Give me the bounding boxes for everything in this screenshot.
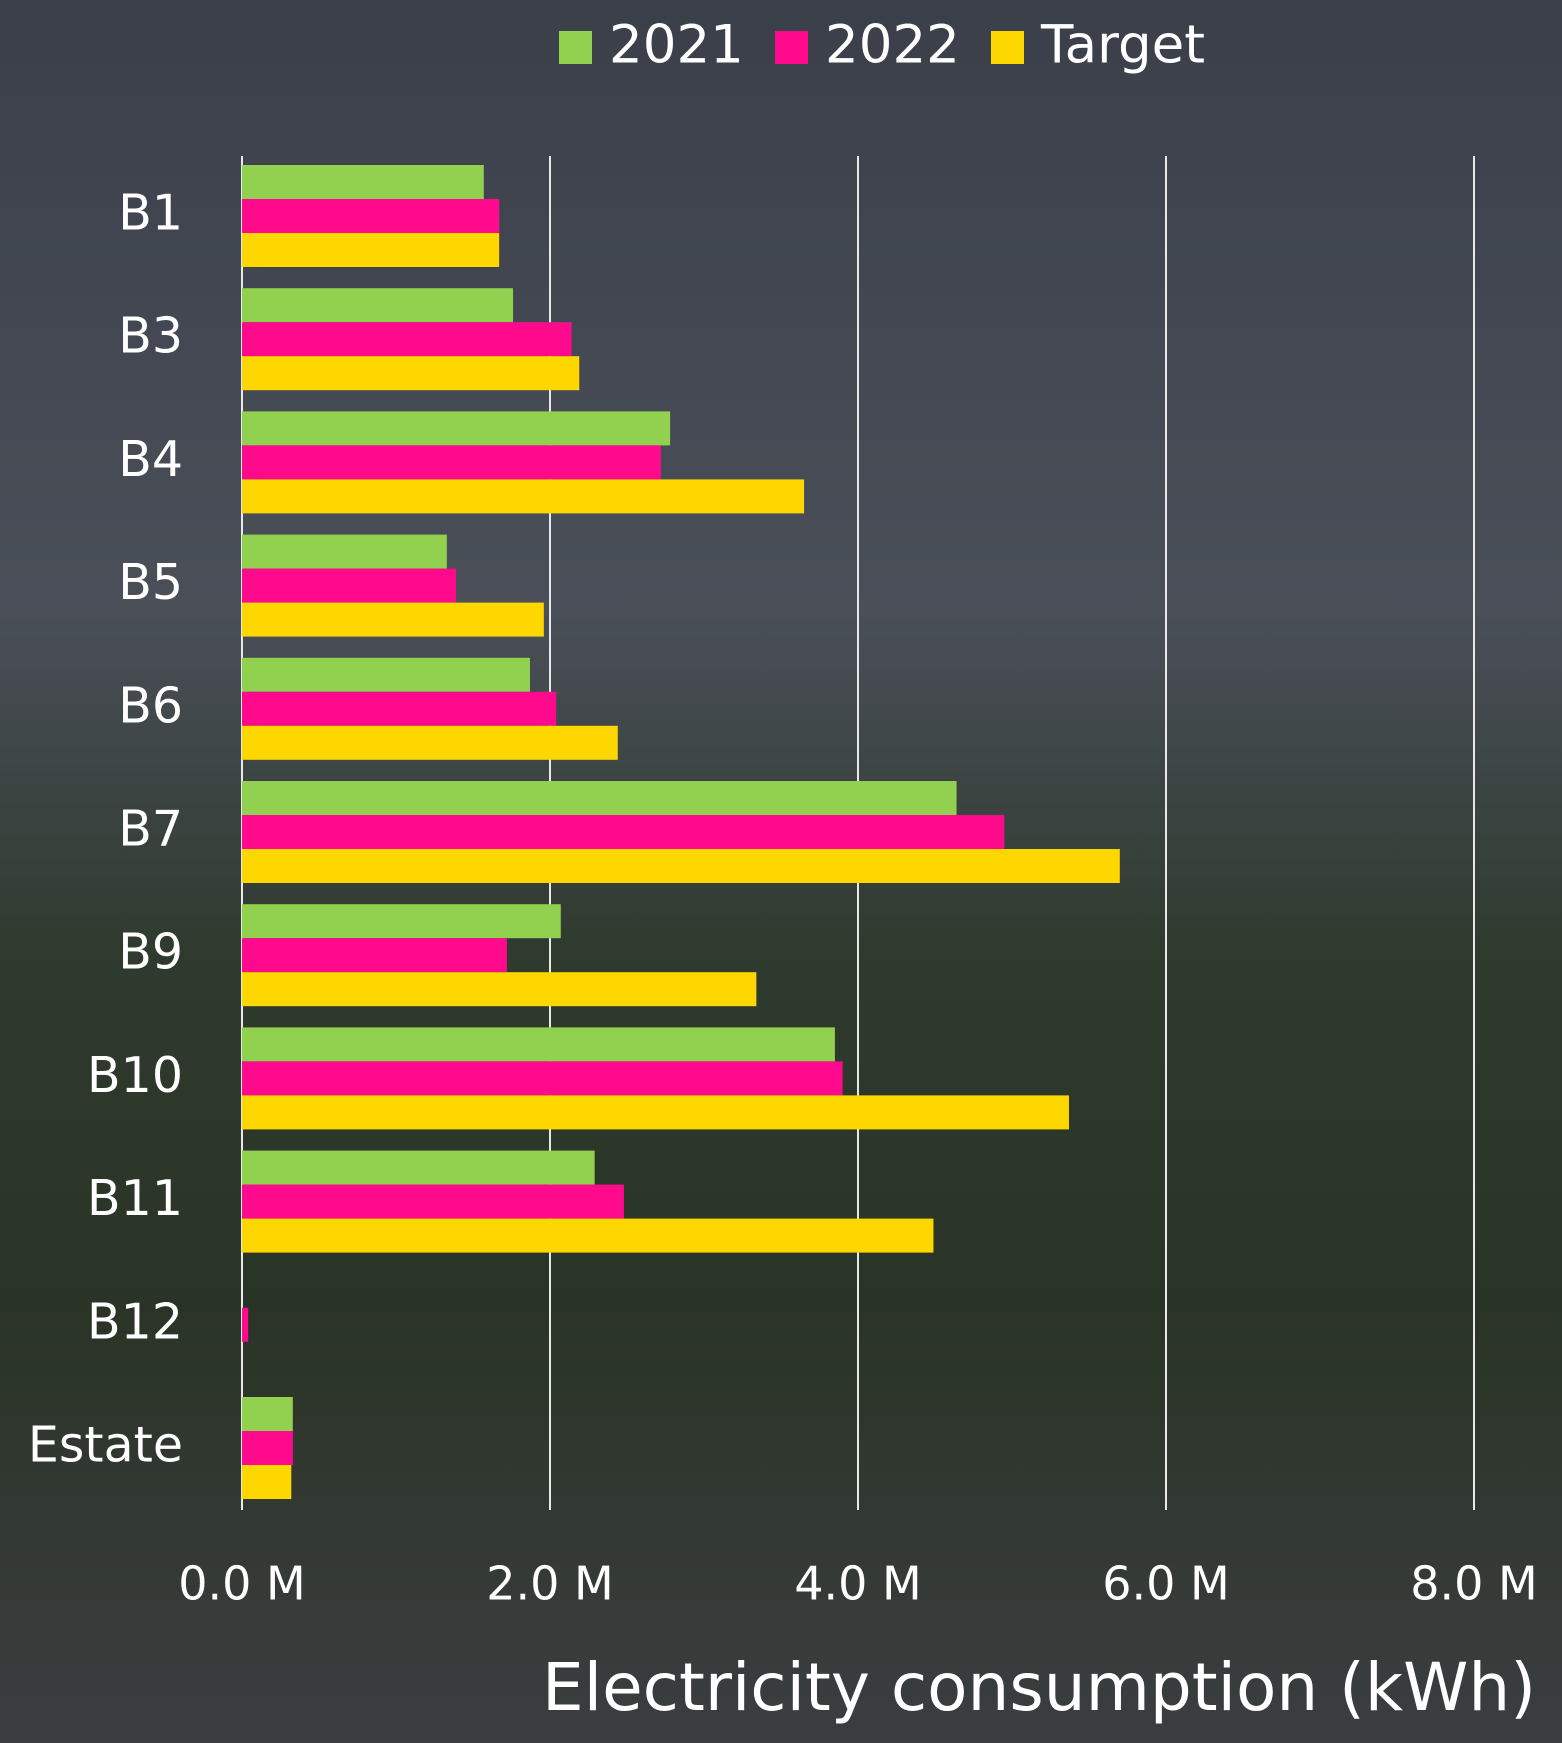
y-tick-label: B9: [118, 924, 183, 981]
y-tick-label: B10: [87, 1047, 183, 1104]
y-tick-label: Estate: [28, 1417, 183, 1474]
y-tick-label: B4: [118, 431, 183, 488]
bar: [242, 1218, 934, 1253]
bar: [242, 233, 500, 267]
legend-label: 2021: [609, 15, 744, 76]
bar: [242, 479, 805, 514]
x-tick-label: 0.0 M: [178, 1557, 305, 1611]
bar: [242, 1397, 293, 1431]
bar: [242, 691, 557, 726]
y-tick-label: B6: [118, 677, 183, 734]
legend-swatch: [991, 31, 1024, 64]
legend-swatch: [559, 31, 592, 64]
legend-label: 2022: [825, 15, 960, 76]
bar: [242, 411, 671, 446]
bar: [242, 938, 507, 973]
bar: [242, 657, 530, 692]
x-tick-label: 6.0 M: [1102, 1557, 1229, 1611]
x-tick-label: 4.0 M: [794, 1557, 921, 1611]
bar: [242, 322, 572, 357]
legend-swatch: [775, 31, 808, 64]
bar: [242, 1465, 292, 1499]
y-tick-label: B12: [87, 1293, 183, 1350]
bar: [242, 1150, 595, 1185]
bar: [242, 288, 514, 323]
bar: [242, 534, 447, 569]
y-tick-label: B1: [118, 185, 183, 242]
y-tick-label: B7: [118, 801, 183, 858]
bar: [242, 165, 484, 199]
bar: [242, 781, 957, 815]
y-tick-label: B5: [118, 554, 183, 611]
x-tick-label: 2.0 M: [486, 1557, 613, 1611]
bar: [242, 1061, 843, 1096]
y-tick-label: B3: [118, 308, 183, 365]
bar: [242, 904, 561, 939]
bar: [242, 725, 618, 760]
bar: [242, 602, 544, 637]
bar: [242, 356, 580, 391]
y-tick-label: B11: [87, 1170, 183, 1227]
bar: [242, 849, 1120, 883]
bar: [242, 1095, 1069, 1130]
bar: [242, 445, 661, 480]
bar: [242, 972, 757, 1007]
bar: [242, 199, 500, 233]
x-axis-title: Electricity consumption (kWh): [542, 1649, 1536, 1726]
bar: [242, 1431, 293, 1465]
bar: [242, 1027, 835, 1062]
bar: [242, 815, 1005, 849]
bar: [242, 1184, 624, 1219]
x-tick-label: 8.0 M: [1410, 1557, 1537, 1611]
bar: [242, 1307, 249, 1342]
legend-label: Target: [1040, 15, 1205, 76]
bar: [242, 568, 457, 603]
